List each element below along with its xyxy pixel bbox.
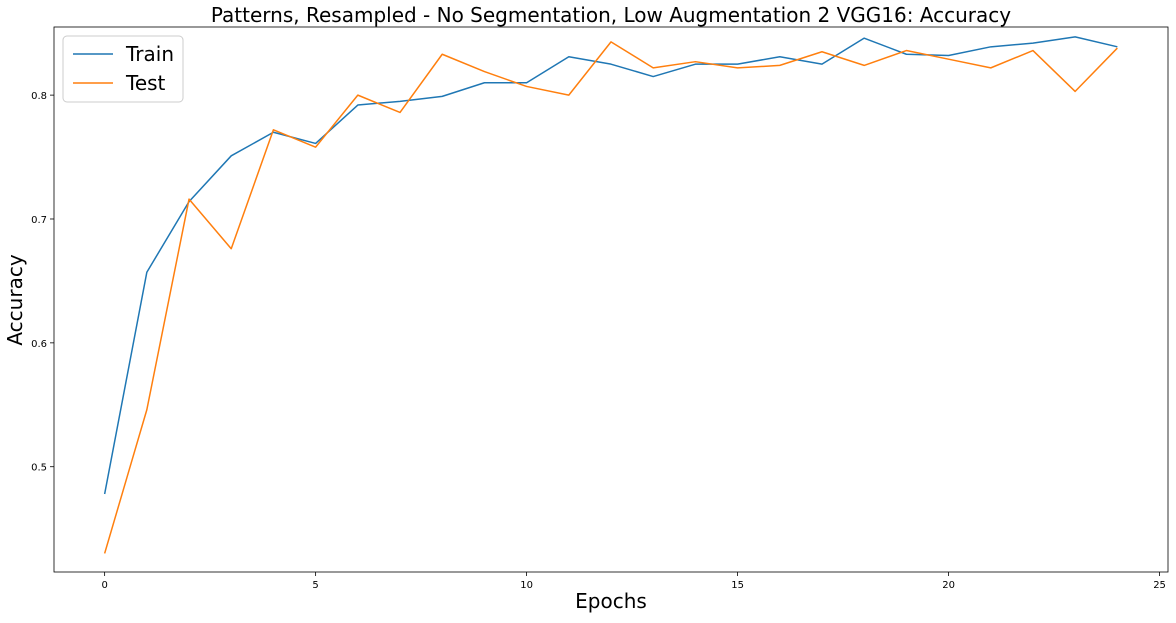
x-tick-label: 0: [101, 580, 107, 591]
plot-frame: [53, 26, 1169, 573]
x-tick-label: 15: [731, 580, 744, 591]
legend-frame: [62, 35, 184, 103]
x-tick-label: 25: [1153, 580, 1166, 591]
series-line-train: [103, 36, 1118, 495]
x-axis-label: Epochs: [575, 589, 647, 613]
legend: Train Test: [62, 35, 184, 103]
y-tick-label: 0.5: [31, 463, 47, 474]
y-tick-label: 0.6: [31, 339, 47, 350]
series-layer: [103, 36, 1118, 554]
x-tick-label: 20: [942, 580, 955, 591]
legend-label-test: Test: [125, 71, 166, 95]
y-tick-label: 0.7: [31, 215, 47, 226]
series-line-test: [103, 41, 1118, 554]
x-tick-label: 5: [312, 580, 318, 591]
x-axis-ticks: 0 5 10 15 20 25: [101, 572, 1166, 591]
legend-label-train: Train: [125, 42, 174, 66]
chart-title: Patterns, Resampled - No Segmentation, L…: [211, 3, 1011, 27]
y-axis-ticks: 0.5 0.6 0.7 0.8: [31, 91, 54, 474]
x-tick-label: 10: [520, 580, 533, 591]
y-axis-label: Accuracy: [3, 254, 27, 345]
y-tick-label: 0.8: [31, 91, 47, 102]
plot-area: [54, 27, 1168, 572]
